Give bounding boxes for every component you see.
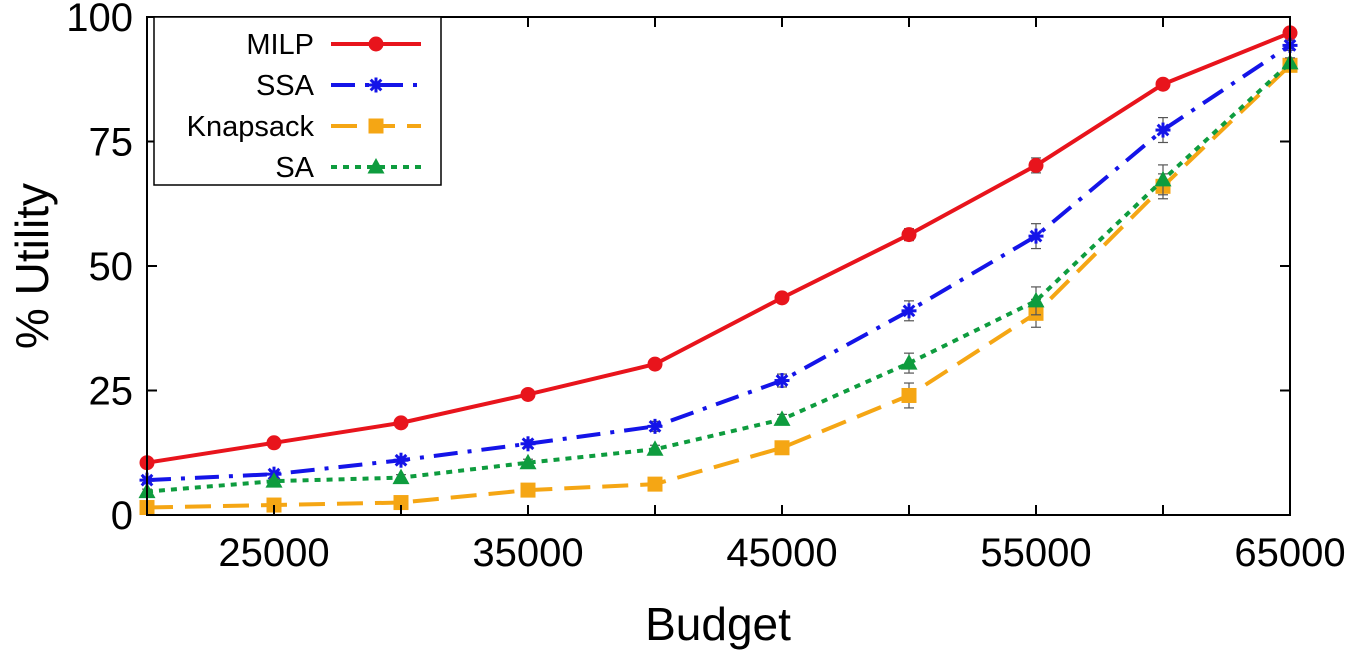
point-ssa [1028, 228, 1044, 244]
legend-label-sa: SA [275, 152, 314, 184]
x-tick-label: 65000 [1234, 531, 1345, 575]
legend-marker-ssa [368, 77, 384, 93]
x-tick-label: 25000 [218, 531, 329, 575]
x-tick-label: 35000 [472, 531, 583, 575]
point-sa [519, 453, 537, 470]
y-axis-title: % Utility [6, 183, 58, 349]
y-tick-label: 25 [89, 370, 134, 414]
point-sa [392, 468, 410, 485]
point-sa [773, 410, 791, 426]
point-milp [266, 435, 282, 451]
ticks-layer: 0 25 50 75 100 25000 35000 45000 55000 65000 [66, 0, 1345, 575]
legend-marker-milp [368, 36, 384, 52]
point-milp [647, 356, 663, 372]
line-sa [146, 61, 1292, 494]
legend: MILP SSA Knapsack SA [153, 16, 442, 186]
point-milp [393, 415, 409, 431]
y-tick-label: 75 [89, 121, 134, 165]
legend-label-milp: MILP [246, 29, 314, 61]
line-knapsack [146, 63, 1292, 510]
legend-label-ssa: SSA [256, 70, 315, 102]
x-tick-label: 55000 [980, 531, 1091, 575]
point-milp [1155, 76, 1171, 92]
point-knapsack [520, 482, 536, 498]
series-ssa [139, 37, 1298, 488]
point-milp [1028, 157, 1044, 173]
point-sa [646, 440, 664, 456]
legend-label-knapsack: Knapsack [187, 111, 315, 143]
point-sa [900, 354, 918, 370]
point-milp [901, 227, 917, 243]
point-ssa [774, 373, 790, 389]
point-ssa [647, 418, 663, 434]
point-knapsack [647, 476, 663, 492]
point-knapsack [901, 387, 917, 403]
series-layer [138, 25, 1299, 516]
y-tick-label: 50 [89, 245, 134, 289]
y-tick-label: 0 [111, 494, 133, 538]
x-axis-title: Budget [645, 598, 791, 650]
point-knapsack [393, 495, 409, 511]
point-sa [1027, 291, 1045, 308]
line-milp [146, 31, 1291, 465]
point-ssa [520, 436, 536, 452]
x-tick-label: 45000 [726, 531, 837, 575]
y-tick-label: 100 [66, 0, 133, 40]
legend-marker-knapsack [368, 118, 384, 134]
point-milp [520, 386, 536, 402]
point-milp [774, 290, 790, 306]
point-knapsack [774, 440, 790, 456]
legend-marker-sa [367, 158, 385, 174]
point-ssa [393, 452, 409, 468]
point-ssa [901, 303, 917, 319]
point-sa [265, 472, 283, 488]
line-ssa [146, 43, 1292, 483]
point-ssa [1155, 122, 1171, 138]
point-sa [1154, 170, 1172, 187]
series-milp [139, 25, 1298, 471]
